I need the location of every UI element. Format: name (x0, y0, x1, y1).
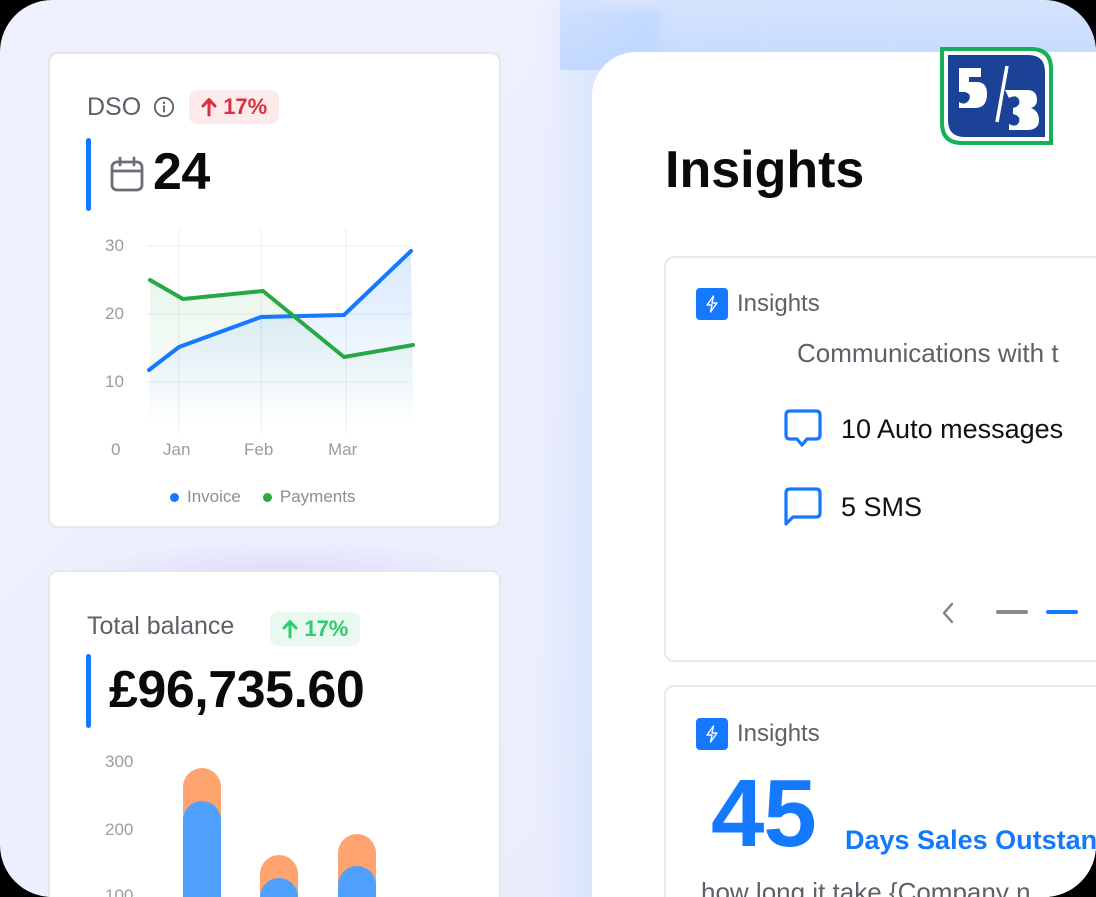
balance-value: £96,735.60 (109, 661, 365, 719)
bar-group[interactable] (183, 768, 221, 897)
calendar-icon (110, 156, 144, 192)
dso-big-label: Days Sales Outstan (845, 825, 1096, 855)
balance-change-text: 17% (304, 616, 349, 641)
y-tick: 200 (105, 820, 134, 839)
y-tick: 300 (105, 752, 134, 771)
y-tick: 30 (105, 236, 124, 255)
lightning-icon (696, 718, 728, 750)
dso-change-text: 17% (223, 94, 268, 119)
x-tick: Feb (244, 440, 274, 459)
lightning-icon (696, 288, 728, 320)
dso-value: 24 (153, 143, 210, 201)
dso-card: DSO 17% 24 30 20 10 0 (48, 52, 501, 528)
insight-header-label: Insights (737, 720, 820, 747)
fifth-third-bank-logo (940, 47, 1053, 145)
balance-label: Total balance (87, 611, 235, 640)
y-tick: 0 (111, 440, 121, 459)
y-tick: 10 (105, 372, 124, 391)
dso-description: how long it take {Company n (701, 877, 1031, 897)
bar-group[interactable] (338, 834, 376, 897)
carousel-dot-active[interactable] (1046, 610, 1078, 614)
dso-change-badge: 17% (189, 90, 280, 124)
arrow-up-icon (282, 620, 298, 639)
arrow-up-icon (201, 98, 217, 117)
dso-big-number: 45 (711, 760, 817, 867)
sms-row: 5 SMS (783, 486, 922, 528)
carousel-indicator (996, 610, 1096, 614)
message-square-icon (784, 487, 822, 526)
x-tick: Mar (328, 440, 358, 459)
info-icon[interactable] (153, 96, 175, 118)
balance-change-badge: 17% (270, 612, 361, 646)
insight-card-dso: Insights 45 Days Sales Outstan how long … (664, 685, 1096, 897)
accent-bar (86, 138, 91, 211)
y-tick: 20 (105, 304, 124, 323)
x-tick: Jan (163, 440, 191, 459)
legend-payments[interactable]: Payments (262, 487, 356, 507)
insight-header: Insights (696, 288, 820, 320)
insight-header-label: Insights (737, 290, 820, 317)
chart-legend: Invoice Payments (170, 487, 355, 507)
legend-label: Invoice (187, 487, 241, 506)
chevron-left-icon[interactable] (940, 602, 956, 624)
legend-label: Payments (279, 487, 356, 506)
sms-text: 5 SMS (841, 491, 923, 522)
communications-text: Communications with t (797, 338, 1059, 368)
auto-messages-row: 10 Auto messages (783, 408, 1063, 450)
legend-dot (170, 492, 179, 502)
page-title: Insights (665, 141, 865, 199)
total-balance-card: Total balance 17% £96,735.60 300 200 100 (48, 570, 501, 897)
insight-header: Insights (696, 718, 820, 750)
dso-label-row: DSO 17% (87, 90, 280, 124)
bar-group[interactable] (260, 855, 298, 897)
auto-messages-text: 10 Auto messages (841, 413, 1064, 444)
legend-invoice[interactable]: Invoice (170, 487, 241, 507)
legend-dot (262, 492, 272, 502)
accent-bar (86, 654, 91, 728)
insight-card-communications: Insights Communications with t 10 Auto m… (664, 256, 1096, 662)
dso-label: DSO (87, 92, 142, 121)
dso-line-chart (147, 229, 415, 434)
chat-bubble-icon (784, 409, 822, 447)
balance-bar-chart (183, 768, 376, 897)
balance-label-row: Total balance 17% (87, 606, 361, 646)
carousel-dot[interactable] (996, 610, 1028, 614)
y-tick: 100 (105, 886, 134, 897)
